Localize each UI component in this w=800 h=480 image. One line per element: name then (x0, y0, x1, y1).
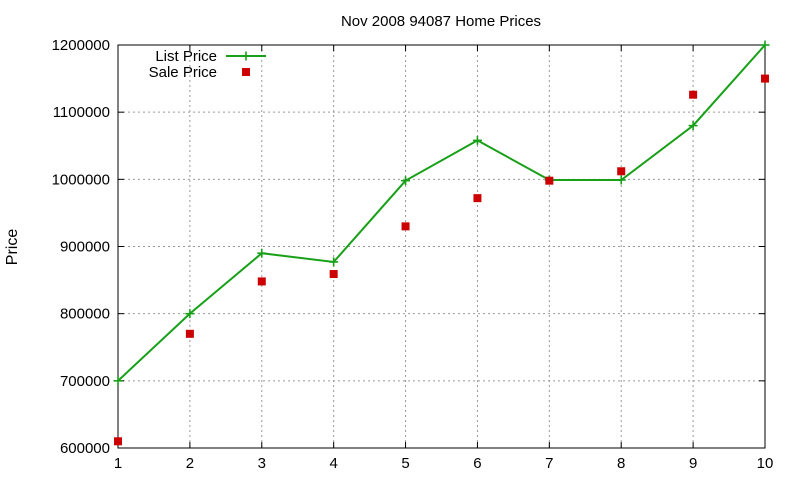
x-tick-label: 9 (689, 455, 697, 472)
x-tick-label: 1 (114, 455, 122, 472)
y-tick-label: 1200000 (52, 37, 110, 54)
list-price-point (329, 257, 339, 267)
list-price-point (616, 175, 626, 185)
chart-title: Nov 2008 94087 Home Prices (341, 13, 541, 30)
sale-price-point (185, 329, 194, 338)
x-tick-label: 7 (545, 455, 553, 472)
sale-price-point (401, 222, 410, 231)
sale-price-point (473, 194, 482, 203)
list-price-point (401, 176, 411, 186)
y-tick-label: 1000000 (52, 171, 110, 188)
legend-label-sale-price: Sale Price (149, 64, 217, 81)
x-tick-label: 6 (473, 455, 481, 472)
list-price-line (117, 44, 766, 382)
sale-price-point (257, 277, 266, 286)
sale-price-point (545, 176, 554, 185)
sale-price-point (617, 167, 626, 176)
list-price-point (760, 40, 770, 50)
list-price-point (472, 135, 482, 145)
x-tick-label: 2 (186, 455, 194, 472)
sale-price-point (329, 270, 338, 279)
x-tick-label: 4 (329, 455, 337, 472)
y-tick-label: 800000 (60, 306, 110, 323)
grid-lines (118, 45, 765, 448)
y-axis-label: Price (4, 229, 21, 266)
sale-price-point (114, 437, 122, 446)
x-tick-label: 8 (617, 455, 625, 472)
list-price-point (185, 309, 195, 319)
list-price-point (113, 376, 123, 386)
x-tick-label: 10 (757, 455, 774, 472)
y-tick-label: 600000 (60, 440, 110, 457)
series-layer (113, 40, 770, 446)
legend-label-list-price: List Price (155, 48, 217, 65)
y-tick-label: 700000 (60, 373, 110, 390)
list-price-point (688, 121, 698, 131)
y-tick-label: 1100000 (53, 104, 110, 121)
axis-ticks: 1 2 3 4 5 6 7 8 9 10 600000 700000 800000 900000 10000… (52, 37, 774, 472)
plot-frame (117, 44, 766, 449)
legend-marker-list-price (241, 51, 251, 61)
sale-price-point (761, 74, 769, 83)
y-tick-label: 900000 (60, 239, 110, 256)
sale-price-point (689, 90, 698, 99)
list-price-point (257, 248, 267, 258)
x-tick-label: 3 (258, 455, 266, 472)
x-tick-label: 5 (401, 455, 409, 472)
legend-marker-sale-price (242, 68, 250, 76)
